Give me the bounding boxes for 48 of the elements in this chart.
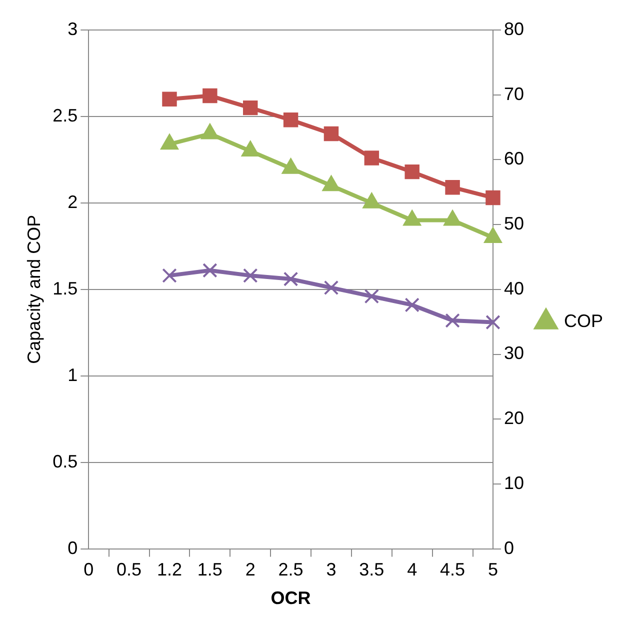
- point: [324, 126, 339, 142]
- y2-tick-label: 30: [504, 343, 524, 364]
- y2-tick-label: 20: [504, 408, 524, 428]
- y-tick-label: 0: [68, 538, 78, 558]
- point: [162, 92, 177, 107]
- y2-tick-label: 0: [504, 538, 514, 558]
- point: [283, 112, 298, 128]
- x-tick-label: 2: [245, 560, 256, 580]
- point: [364, 288, 380, 304]
- y2-tick-label: 10: [504, 472, 524, 493]
- x-tick-label: 2.5: [278, 560, 304, 580]
- point: [404, 298, 420, 312]
- y2-tick-label: 60: [504, 148, 524, 169]
- legend-label: COP: [564, 310, 604, 331]
- x-tick-label: 4: [407, 560, 418, 580]
- point: [404, 164, 420, 180]
- point: [445, 180, 460, 195]
- point: [324, 280, 339, 296]
- y-tick-label: 2: [68, 192, 78, 212]
- point: [364, 150, 380, 166]
- point: [202, 88, 218, 104]
- x-tick-label: 1.2: [156, 560, 182, 580]
- x-tick-label: 0: [84, 560, 94, 580]
- x-tick-label: 3.5: [359, 560, 384, 580]
- point: [486, 190, 500, 206]
- y-tick-label: 1: [68, 364, 78, 385]
- y-tick-label: 2.5: [52, 105, 78, 126]
- point: [202, 263, 218, 278]
- y-tick-label: 1.5: [52, 278, 78, 298]
- point: [283, 272, 298, 286]
- x-tick-label: 4.5: [440, 560, 466, 580]
- x-tick-label: 5: [488, 560, 498, 580]
- x-tick-label: 3: [326, 560, 336, 580]
- y2-tick-label: 80: [504, 18, 524, 39]
- y-tick-label: 3: [68, 18, 78, 39]
- x-tick-label: 1.5: [197, 560, 222, 580]
- point: [445, 313, 460, 328]
- y-tick-label: 0.5: [52, 451, 78, 472]
- point: [243, 268, 258, 283]
- y2-tick-label: 70: [504, 84, 524, 104]
- y-axis-title: Capacity and COP: [24, 214, 44, 364]
- y2-tick-label: 40: [504, 278, 524, 298]
- x-tick-label: 0.5: [116, 560, 142, 580]
- y2-tick-label: 50: [504, 214, 524, 234]
- x-axis-title: OCR: [270, 588, 311, 608]
- point: [162, 268, 177, 283]
- point: [243, 100, 258, 116]
- point: [486, 314, 500, 330]
